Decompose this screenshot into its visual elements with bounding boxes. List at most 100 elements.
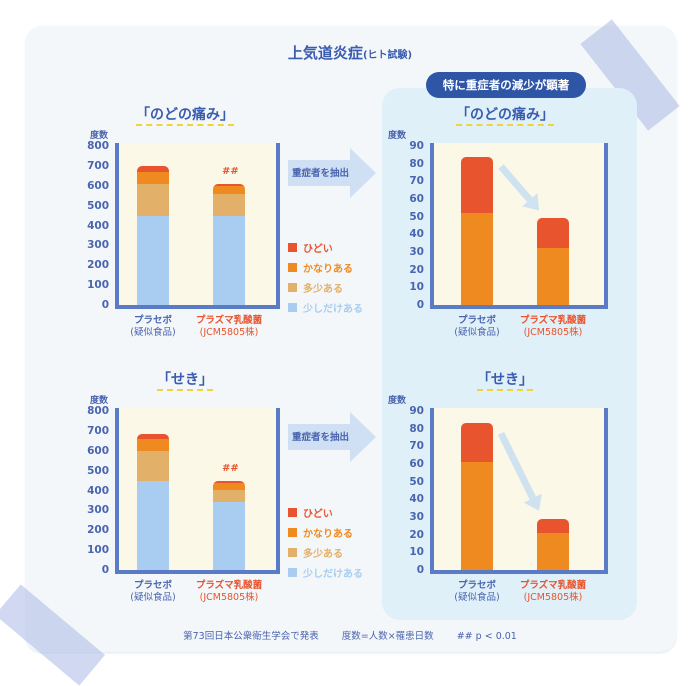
legend-item: かなりある (288, 257, 363, 277)
bar-segment (461, 423, 493, 463)
y-tick-label: 20 (409, 263, 424, 276)
extract-label: 重症者を抽出 (292, 432, 350, 443)
bar-plasma (213, 183, 245, 305)
y-tick-label: 500 (87, 464, 109, 477)
x-label-line: プラセボ (457, 315, 496, 326)
y-tick-label: 0 (416, 564, 424, 576)
bar-segment (137, 183, 169, 216)
y-tick-label: 500 (87, 199, 109, 212)
legend-swatch (288, 567, 297, 577)
bar-segment (137, 215, 169, 305)
legend-item: 少しだけある (288, 297, 363, 317)
y-tick-label: 70 (409, 440, 424, 453)
y-tick-label: 400 (87, 484, 109, 497)
x-axis-label-placebo: プラセボ (疑似食品) (432, 580, 522, 604)
x-label-line: (JCM5805株) (523, 592, 583, 603)
arrow-head (350, 412, 376, 462)
y-axis-unit: 度数 (388, 396, 407, 406)
x-label-line: プラズマ乳酸菌 (519, 580, 587, 591)
highlight-badge: 特に重症者の減少が顕著 (426, 72, 586, 98)
bar-segment (213, 502, 245, 570)
y-tick-label: 30 (409, 246, 424, 258)
bar-segment (461, 462, 493, 570)
y-tick-label: 60 (409, 458, 424, 470)
bar-segment (213, 489, 245, 503)
x-label-line: プラズマ乳酸菌 (519, 315, 587, 326)
x-label-line: プラセボ (457, 580, 496, 591)
bar-segment (461, 156, 493, 214)
y-tick-label: 300 (87, 504, 109, 517)
bar-segment (537, 248, 569, 305)
chart-title: 「せき」 (105, 369, 265, 391)
legend-label: ひどい (303, 508, 333, 520)
x-axis-label-placebo: プラセボ (疑似食品) (432, 315, 522, 339)
title-sub: (ヒト試験) (362, 50, 413, 61)
bar-segment (213, 215, 245, 305)
y-tick-label: 40 (409, 228, 424, 241)
y-tick-label: 30 (409, 511, 424, 523)
x-label-line: (JCM5805株) (523, 327, 583, 338)
legend-item: ひどい (288, 502, 363, 522)
legend-label: 少しだけある (303, 568, 363, 580)
y-tick-label: 600 (87, 444, 109, 457)
footer-pvalue: ## p < 0.01 (456, 631, 517, 642)
y-tick-label: 80 (409, 422, 424, 435)
y-tick-label: 60 (409, 193, 424, 205)
chart-title: 「のどの痛み」 (425, 104, 585, 126)
y-tick-label: 50 (409, 475, 424, 488)
x-label-line: (疑似食品) (130, 327, 176, 338)
y-tick-label: 80 (409, 157, 424, 170)
title-main: 上気道炎症 (287, 44, 363, 62)
x-label-line: (疑似食品) (454, 592, 500, 603)
legend-swatch (288, 262, 297, 272)
y-axis-unit: 度数 (90, 131, 109, 141)
bar-plasma (537, 518, 569, 570)
y-tick-label: 10 (409, 546, 424, 559)
arrow-shaft (288, 424, 350, 450)
y-tick-label: 300 (87, 239, 109, 252)
arrow-head (350, 148, 376, 198)
bar-placebo (137, 165, 169, 305)
bar-segment (137, 165, 169, 172)
legend-swatch (288, 527, 297, 537)
y-tick-label: 70 (409, 175, 424, 188)
y-tick-label: 800 (87, 405, 109, 417)
legend-label: かなりある (303, 263, 353, 275)
y-tick-label: 200 (87, 259, 109, 272)
x-label-line: (疑似食品) (454, 327, 500, 338)
x-label-line: プラセボ (133, 580, 172, 591)
y-tick-label: 0 (416, 299, 424, 311)
legend-swatch (288, 242, 297, 252)
x-label-line: (JCM5805株) (199, 327, 259, 338)
arrow-shaft (288, 160, 350, 186)
x-label-line: プラズマ乳酸菌 (195, 580, 263, 591)
legend-label: 多少ある (303, 283, 343, 295)
bar-segment (461, 213, 493, 305)
x-axis-label-placebo: プラセボ (疑似食品) (108, 315, 198, 339)
bar-segment (137, 450, 169, 481)
x-axis-label-plasma: プラズマ乳酸菌 (JCM5805株) (184, 580, 274, 604)
footer-definition: 度数=人数×罹患日数 (341, 631, 434, 642)
y-tick-label: 90 (409, 140, 424, 152)
y-tick-label: 10 (409, 281, 424, 294)
x-axis-label-plasma: プラズマ乳酸菌 (JCM5805株) (184, 315, 274, 339)
bar-segment (537, 532, 569, 570)
legend-item: かなりある (288, 522, 363, 542)
y-tick-label: 0 (101, 564, 109, 576)
chart-title-text: 「せき」 (477, 372, 533, 391)
legend-item: ひどい (288, 237, 363, 257)
extract-label: 重症者を抽出 (292, 168, 350, 179)
bar-segment (537, 518, 569, 533)
extract-arrow-icon: 重症者を抽出 (288, 412, 378, 462)
chart-title-text: 「のどの痛み」 (136, 107, 234, 126)
bar-segment (137, 433, 169, 439)
y-tick-label: 50 (409, 210, 424, 223)
bar-segment (137, 480, 169, 570)
legend-item: 多少ある (288, 277, 363, 297)
chart-title-text: 「のどの痛み」 (456, 107, 554, 126)
legend: ひどいかなりある多少ある少しだけある (288, 237, 363, 317)
bar-segment (137, 171, 169, 184)
y-tick-label: 600 (87, 179, 109, 192)
bar-segment (213, 185, 245, 194)
legend-swatch (288, 507, 297, 517)
